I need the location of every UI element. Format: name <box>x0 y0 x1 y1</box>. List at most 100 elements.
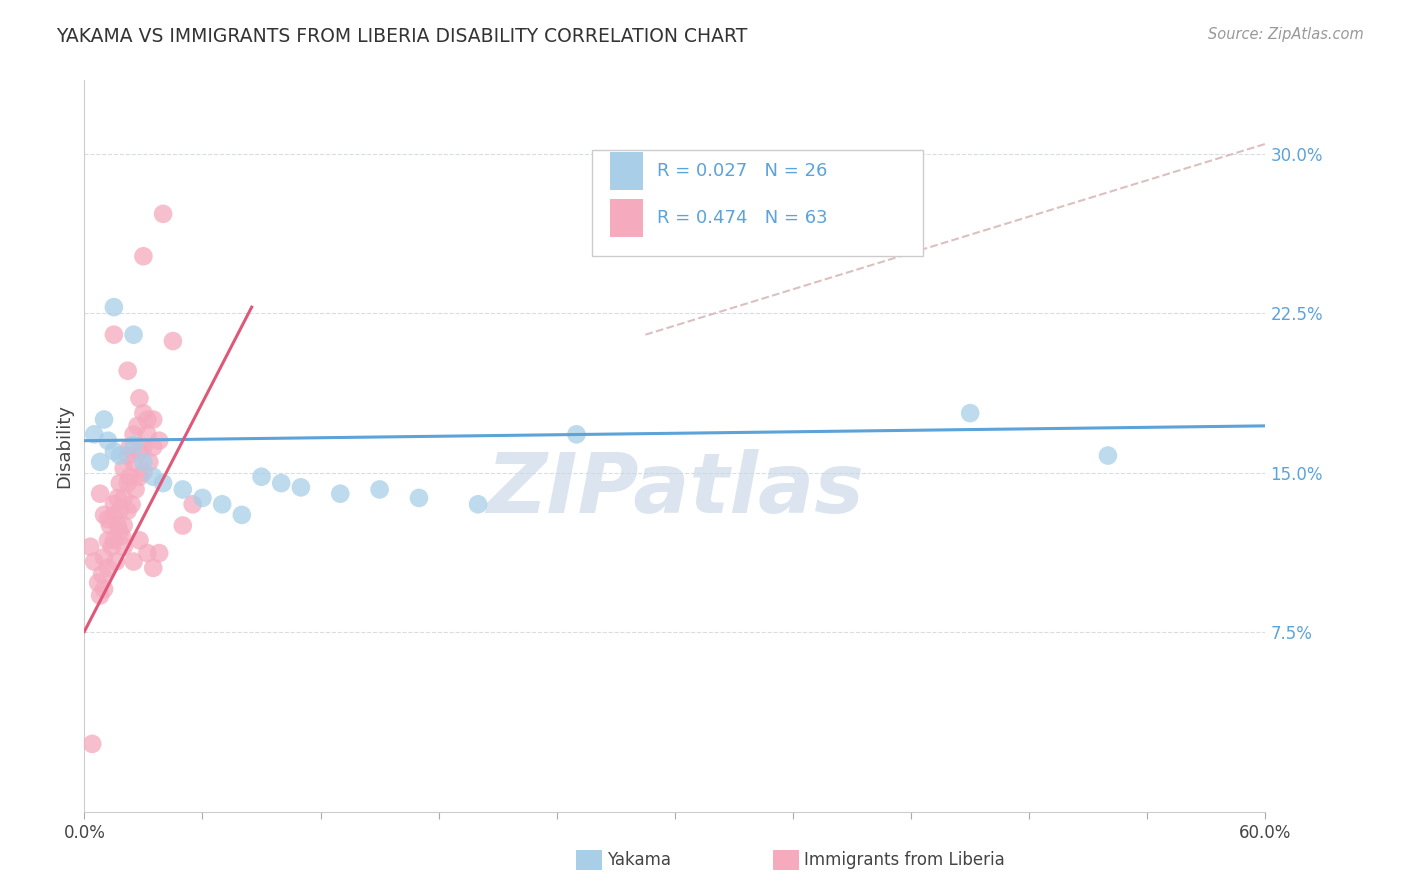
Point <box>103 444 125 458</box>
Point <box>138 455 160 469</box>
Point <box>132 406 155 420</box>
Point <box>1097 449 1119 463</box>
Point <box>467 497 489 511</box>
Point <box>82 737 104 751</box>
Point <box>79 540 101 554</box>
Text: Immigrants from Liberia: Immigrants from Liberia <box>804 851 1005 869</box>
Point <box>162 334 184 348</box>
Point <box>98 518 121 533</box>
Point <box>97 561 120 575</box>
Point <box>408 491 430 505</box>
Point <box>101 540 124 554</box>
Point <box>108 476 131 491</box>
Point <box>83 427 105 442</box>
Bar <box>610 152 643 190</box>
Text: Source: ZipAtlas.com: Source: ZipAtlas.com <box>1208 27 1364 42</box>
Text: Yakama: Yakama <box>607 851 672 869</box>
Point <box>136 427 159 442</box>
Text: R = 0.027   N = 26: R = 0.027 N = 26 <box>657 162 828 180</box>
Point <box>132 249 155 263</box>
Point <box>329 486 352 500</box>
Point <box>148 546 170 560</box>
Point <box>112 491 135 505</box>
Point <box>89 455 111 469</box>
Point <box>103 497 125 511</box>
Point <box>231 508 253 522</box>
Point <box>111 529 134 543</box>
Point <box>142 469 165 483</box>
FancyBboxPatch shape <box>592 150 922 256</box>
Point <box>152 207 174 221</box>
Point <box>127 418 149 433</box>
Point <box>108 449 131 463</box>
Point <box>107 518 129 533</box>
Point <box>93 582 115 596</box>
Point <box>132 466 155 480</box>
Point <box>368 483 391 497</box>
Point <box>122 327 145 342</box>
Point <box>121 497 143 511</box>
Point <box>211 497 233 511</box>
Point <box>136 412 159 426</box>
Point <box>118 469 141 483</box>
Point <box>132 440 155 454</box>
Text: YAKAMA VS IMMIGRANTS FROM LIBERIA DISABILITY CORRELATION CHART: YAKAMA VS IMMIGRANTS FROM LIBERIA DISABI… <box>56 27 748 45</box>
Point <box>117 364 139 378</box>
Point <box>103 533 125 548</box>
Point <box>117 503 139 517</box>
Point <box>250 469 273 483</box>
Point <box>93 508 115 522</box>
Point <box>136 546 159 560</box>
Point <box>128 392 150 406</box>
Point <box>89 486 111 500</box>
Point <box>93 412 115 426</box>
Point <box>112 518 135 533</box>
Point <box>172 518 194 533</box>
Point <box>132 455 155 469</box>
Point <box>117 449 139 463</box>
Point <box>181 497 204 511</box>
Point <box>122 555 145 569</box>
Point <box>290 480 312 494</box>
Point <box>91 567 114 582</box>
Point <box>152 476 174 491</box>
Point <box>108 503 131 517</box>
Point <box>122 427 145 442</box>
Bar <box>610 199 643 236</box>
Point <box>108 524 131 539</box>
Point <box>959 406 981 420</box>
Point <box>97 434 120 448</box>
Point <box>142 561 165 575</box>
Point <box>107 491 129 505</box>
Point <box>83 555 105 569</box>
Point <box>270 476 292 491</box>
Point <box>122 455 145 469</box>
Point <box>142 440 165 454</box>
Point <box>93 550 115 565</box>
Point <box>565 427 588 442</box>
Point <box>87 575 110 590</box>
Y-axis label: Disability: Disability <box>55 404 73 488</box>
Point <box>97 512 120 526</box>
Point <box>118 440 141 454</box>
Point <box>142 412 165 426</box>
Point <box>112 461 135 475</box>
Point <box>148 434 170 448</box>
Point <box>128 469 150 483</box>
Point <box>103 508 125 522</box>
Point <box>191 491 214 505</box>
Point <box>122 438 145 452</box>
Text: R = 0.474   N = 63: R = 0.474 N = 63 <box>657 209 828 227</box>
Point <box>117 476 139 491</box>
Point <box>172 483 194 497</box>
Text: ZIPatlas: ZIPatlas <box>486 450 863 531</box>
Point <box>97 533 120 548</box>
Point <box>89 589 111 603</box>
Point <box>104 555 127 569</box>
Point <box>128 444 150 458</box>
Point <box>124 483 146 497</box>
Point <box>103 300 125 314</box>
Point <box>128 533 150 548</box>
Point <box>103 327 125 342</box>
Point <box>112 540 135 554</box>
